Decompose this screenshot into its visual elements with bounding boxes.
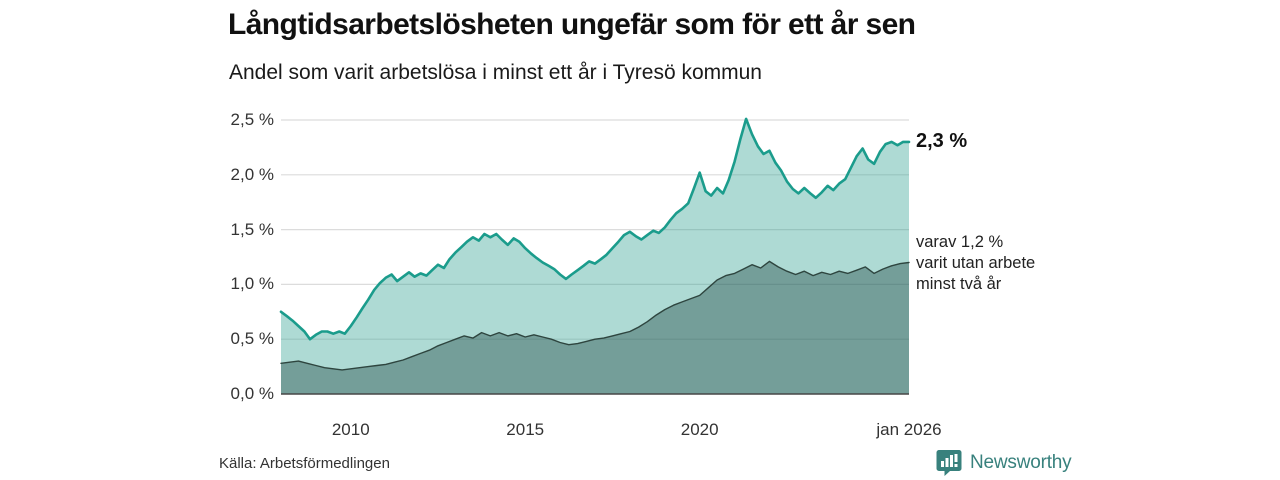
x-tick-label: jan 2026 [876, 420, 942, 439]
line-series-1 [279, 117, 911, 341]
bar-chart-bar-medium [945, 458, 949, 467]
y-tick-label: 0,5 % [230, 329, 274, 349]
primary-series-end-label: 2,3 % [916, 129, 968, 152]
y-tick-label: 1,0 % [230, 274, 274, 294]
y-tick-label: 2,0 % [230, 164, 274, 184]
bar-chart-bar-tall [950, 455, 953, 467]
newsworthy-logo[interactable]: Newsworthy [936, 449, 1072, 477]
secondary-series-annotation: varav 1,2 % varit utan arbete minst två … [916, 232, 1035, 295]
area-fill-series-2 [281, 261, 909, 394]
y-tick-label: 2,5 % [230, 110, 274, 129]
bar-chart-bar-small [941, 461, 944, 467]
line-series-2 [280, 260, 910, 371]
y-tick-label: 1,5 % [230, 219, 274, 239]
annotation-line-2: varit utan arbete [916, 254, 1036, 273]
y-tick-label: 0,0 % [230, 384, 274, 403]
exclamation-dot [954, 464, 958, 467]
speech-bubble-shape [936, 450, 962, 476]
source-credit: Källa: Arbetsförmedlingen [219, 455, 390, 472]
newsworthy-bubble-icon [936, 450, 962, 476]
brand-name: Newsworthy [970, 452, 1072, 473]
exclamation-bar [954, 454, 958, 462]
x-tick-label: 2010 [331, 420, 370, 439]
chart-areas [279, 117, 911, 395]
annotation-line-1: varav 1,2 % [916, 233, 1004, 252]
chart-subtitle: Andel som varit arbetslösa i minst ett å… [229, 61, 762, 84]
page-title: Långtidsarbetslösheten ungefär som för e… [228, 8, 916, 41]
area-fill-series-1 [281, 118, 909, 395]
annotation-line-3: minst två år [916, 275, 1002, 294]
x-tick-label: 2020 [680, 420, 719, 439]
x-tick-label: 2015 [506, 420, 545, 439]
